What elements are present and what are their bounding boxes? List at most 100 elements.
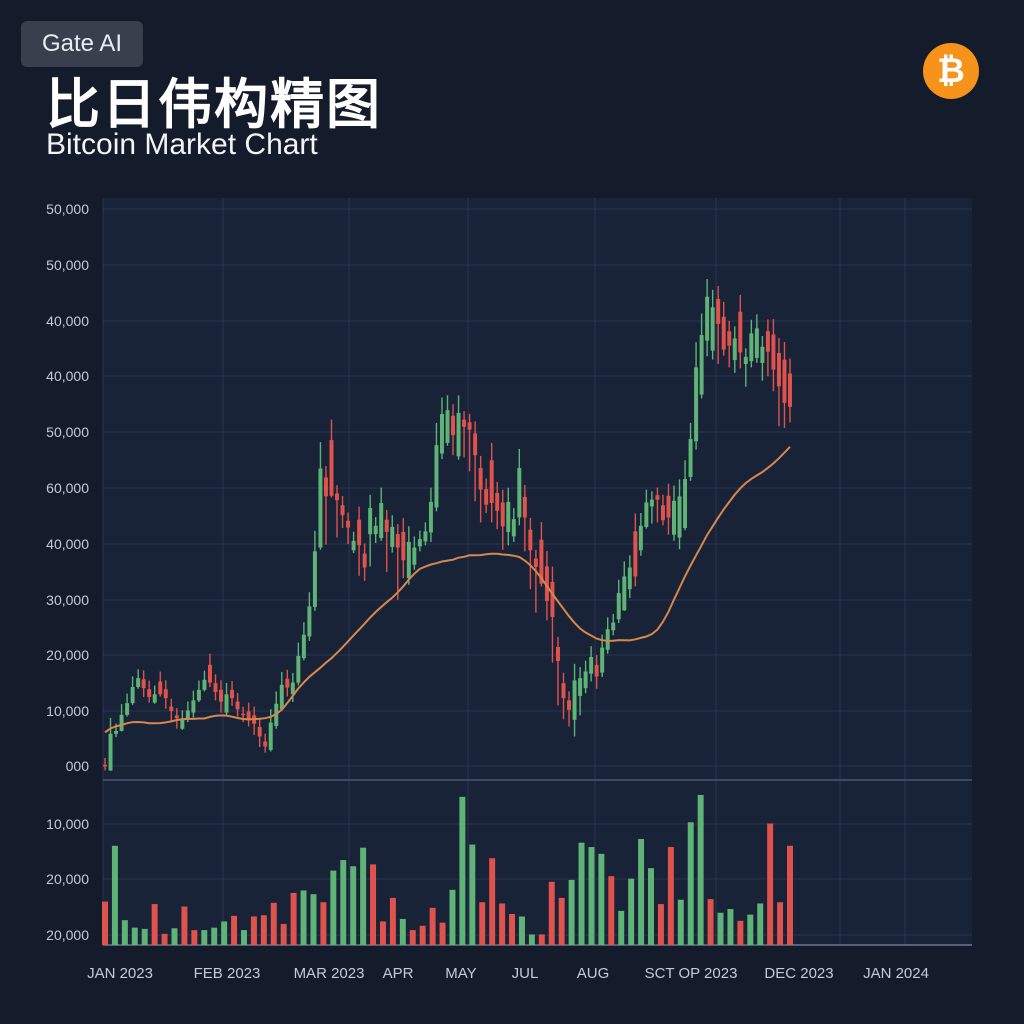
candle-body bbox=[473, 433, 478, 456]
candle-body bbox=[732, 338, 737, 361]
volume-bar bbox=[509, 914, 516, 945]
x-tick-label: JAN 2024 bbox=[863, 965, 929, 982]
volume-bar bbox=[360, 847, 367, 945]
volume-bar bbox=[161, 933, 168, 945]
volume-bar bbox=[618, 910, 625, 945]
candle-body bbox=[633, 531, 638, 577]
candle-body bbox=[644, 502, 649, 527]
candle-body bbox=[500, 502, 505, 527]
candle-body bbox=[445, 410, 450, 443]
candle-body bbox=[395, 534, 400, 548]
volume-bar bbox=[588, 847, 595, 945]
price-tick-label: 50,000 bbox=[46, 201, 89, 217]
candle-body bbox=[114, 730, 119, 734]
price-tick-label: 10,000 bbox=[46, 703, 89, 719]
price-tick-label: 60,000 bbox=[46, 480, 89, 496]
volume-bar bbox=[231, 915, 238, 945]
volume-bar bbox=[141, 928, 148, 945]
candle-body bbox=[125, 703, 130, 715]
candle-body bbox=[323, 477, 328, 497]
candle-body bbox=[439, 414, 444, 454]
candle-body bbox=[152, 694, 157, 703]
volume-bar bbox=[370, 864, 377, 945]
volume-bar bbox=[667, 847, 674, 945]
x-tick-label: DEC 2023 bbox=[764, 965, 833, 982]
volume-bar bbox=[628, 878, 635, 945]
volume-bar bbox=[320, 902, 327, 945]
candle-body bbox=[119, 714, 124, 731]
candle-body bbox=[544, 566, 549, 601]
candle-body bbox=[285, 678, 290, 688]
candle-body bbox=[578, 678, 583, 696]
bitcoin-icon: ₿ bbox=[923, 43, 979, 99]
candle-body bbox=[224, 694, 229, 713]
candle-body bbox=[301, 634, 306, 659]
candle-body bbox=[335, 493, 340, 501]
price-tick-label: 50,000 bbox=[46, 257, 89, 273]
candle-body bbox=[528, 529, 533, 551]
volume-bar bbox=[211, 927, 218, 945]
candle-body bbox=[185, 710, 190, 720]
volume-bar bbox=[499, 903, 506, 945]
volume-bar bbox=[221, 921, 228, 945]
volume-bar bbox=[697, 794, 704, 945]
candle-body bbox=[136, 678, 141, 688]
candle-body bbox=[638, 525, 643, 551]
price-tick-label: 40,000 bbox=[46, 368, 89, 384]
volume-bar bbox=[201, 930, 208, 945]
candle-body bbox=[312, 551, 317, 607]
volume-bar bbox=[479, 902, 486, 945]
candle-body bbox=[727, 331, 732, 346]
candle-body bbox=[489, 460, 494, 504]
volume-bar bbox=[518, 916, 525, 945]
candle-body bbox=[329, 440, 334, 496]
candle-body bbox=[589, 657, 594, 674]
x-tick-label: JUL bbox=[512, 965, 539, 982]
candle-body bbox=[401, 531, 406, 561]
volume-bar bbox=[121, 920, 128, 945]
candle-body bbox=[511, 519, 516, 537]
volume-bar bbox=[280, 923, 287, 945]
x-tick-label: AUG bbox=[577, 965, 610, 982]
candle-body bbox=[246, 711, 251, 721]
candle-body bbox=[241, 713, 246, 716]
candle-body bbox=[572, 680, 577, 720]
candle-body bbox=[677, 496, 682, 538]
candle-body bbox=[130, 687, 135, 704]
candle-body bbox=[776, 352, 781, 387]
candle-body bbox=[296, 655, 301, 683]
volume-bar bbox=[648, 868, 654, 945]
candle-body bbox=[522, 496, 527, 518]
volume-bar bbox=[379, 921, 386, 945]
candle-body bbox=[362, 553, 367, 568]
candle-body bbox=[561, 683, 566, 699]
volume-bar bbox=[439, 922, 446, 945]
candle-body bbox=[738, 311, 743, 353]
volume-tick-label: 20,000 bbox=[46, 871, 89, 887]
price-tick-label: 20,000 bbox=[46, 647, 89, 663]
candle-body bbox=[567, 700, 572, 710]
candle-body bbox=[721, 316, 726, 350]
candle-body bbox=[616, 593, 621, 620]
volume-bar bbox=[191, 930, 198, 945]
candle-body bbox=[600, 647, 605, 673]
candle-body bbox=[705, 296, 710, 341]
candle-body bbox=[406, 541, 411, 579]
volume-bar bbox=[151, 904, 158, 945]
candle-body bbox=[539, 539, 544, 584]
candle-body bbox=[506, 501, 511, 532]
x-tick-label: FEB 2023 bbox=[194, 965, 261, 982]
candle-body bbox=[235, 701, 240, 710]
x-tick-label: MAR 2023 bbox=[294, 965, 365, 982]
x-tick-label: SCT OP 2023 bbox=[645, 965, 738, 982]
plot-area bbox=[103, 198, 972, 945]
candle-body bbox=[694, 367, 699, 442]
volume-bar bbox=[469, 844, 476, 945]
candle-body bbox=[594, 664, 599, 677]
volume-bar bbox=[260, 915, 267, 945]
volume-bar bbox=[707, 899, 714, 945]
candle-body bbox=[611, 622, 616, 631]
candle-body bbox=[550, 581, 555, 617]
candle-body bbox=[456, 412, 461, 457]
